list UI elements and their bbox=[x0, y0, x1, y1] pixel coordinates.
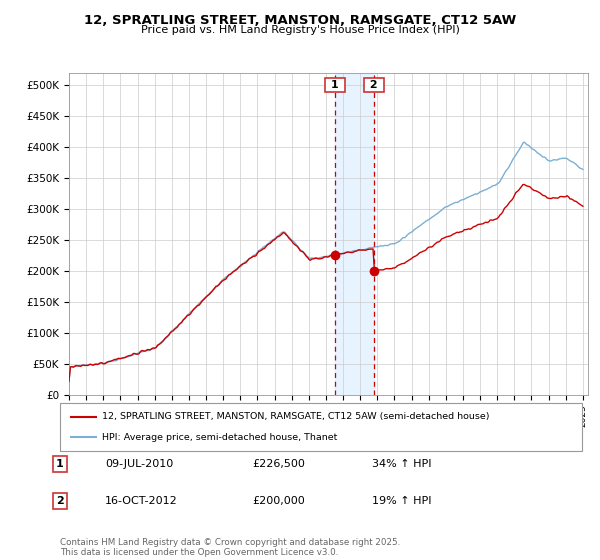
Text: 2: 2 bbox=[56, 496, 64, 506]
Text: 12, SPRATLING STREET, MANSTON, RAMSGATE, CT12 5AW: 12, SPRATLING STREET, MANSTON, RAMSGATE,… bbox=[84, 14, 516, 27]
Text: 2: 2 bbox=[366, 80, 382, 90]
Text: 34% ↑ HPI: 34% ↑ HPI bbox=[372, 459, 431, 469]
Text: 16-OCT-2012: 16-OCT-2012 bbox=[105, 496, 178, 506]
Text: HPI: Average price, semi-detached house, Thanet: HPI: Average price, semi-detached house,… bbox=[102, 433, 337, 442]
Text: £226,500: £226,500 bbox=[252, 459, 305, 469]
FancyBboxPatch shape bbox=[60, 403, 582, 451]
Text: 1: 1 bbox=[327, 80, 343, 90]
Text: 09-JUL-2010: 09-JUL-2010 bbox=[105, 459, 173, 469]
Text: 1: 1 bbox=[56, 459, 64, 469]
Text: £200,000: £200,000 bbox=[252, 496, 305, 506]
Bar bbox=[335, 73, 374, 395]
Text: Price paid vs. HM Land Registry's House Price Index (HPI): Price paid vs. HM Land Registry's House … bbox=[140, 25, 460, 35]
Text: 12, SPRATLING STREET, MANSTON, RAMSGATE, CT12 5AW (semi-detached house): 12, SPRATLING STREET, MANSTON, RAMSGATE,… bbox=[102, 412, 489, 421]
Text: 19% ↑ HPI: 19% ↑ HPI bbox=[372, 496, 431, 506]
Text: Contains HM Land Registry data © Crown copyright and database right 2025.
This d: Contains HM Land Registry data © Crown c… bbox=[60, 538, 400, 557]
